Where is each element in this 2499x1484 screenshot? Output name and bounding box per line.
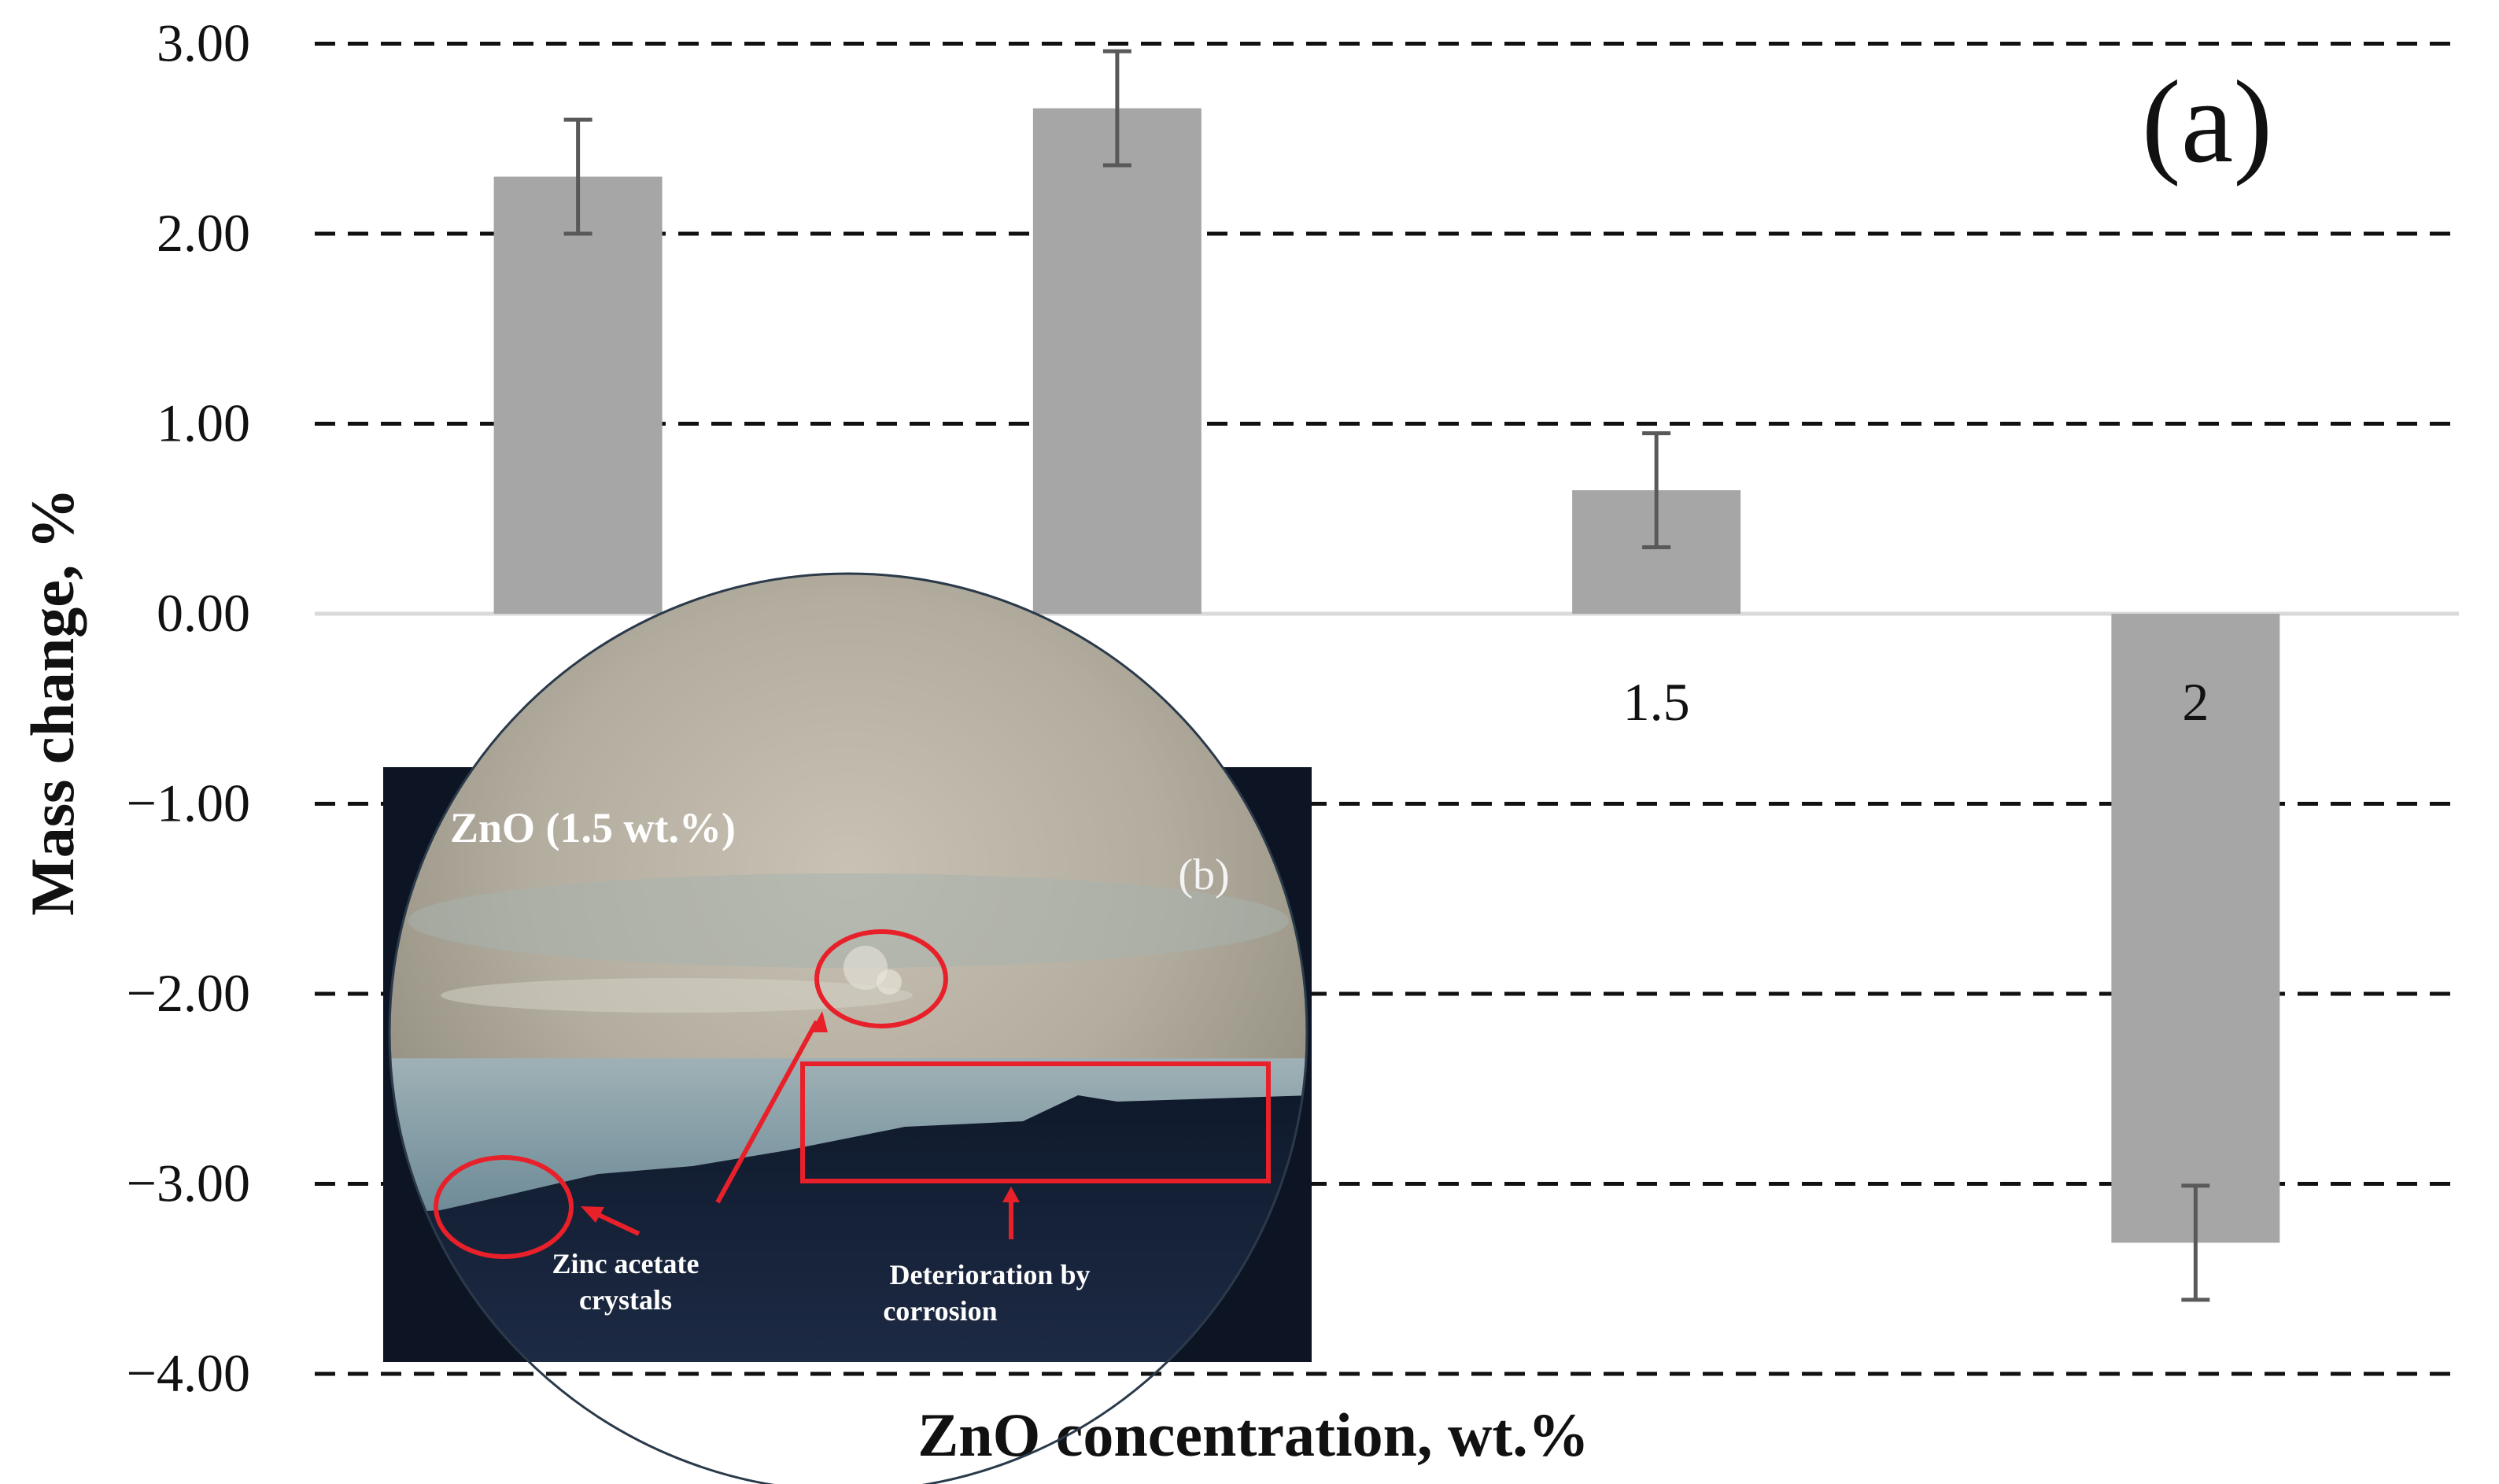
bar-1 (1032, 108, 1202, 615)
arrow-crystals-up (715, 1020, 819, 1204)
bar-series (493, 108, 2280, 1243)
micrograph-image (389, 574, 1307, 1362)
corrosion-note-line2: corrosion (883, 1295, 997, 1327)
arrowhead-crystals-left (581, 1206, 604, 1223)
inset-micrograph: ZnO (1.5 wt.%) (b) Zinc acetate crystals… (383, 572, 1312, 1484)
corrosion-note-line1: Deterioration by (890, 1259, 1091, 1290)
arrowhead-crystals-up (810, 1011, 828, 1032)
crystals-note-line2: crystals (579, 1284, 672, 1316)
bar-0.5 (493, 176, 663, 615)
y-tick-label: 3.00 (157, 13, 250, 73)
crystals-note-line1: Zinc acetate (552, 1248, 699, 1279)
arrowhead-corrosion (1002, 1187, 1020, 1202)
error-bars (563, 49, 2210, 1302)
y-tick-label: −3.00 (127, 1154, 250, 1213)
y-axis-title: Mass change, % (18, 488, 87, 916)
x-tick-label-2: 2 (2182, 672, 2209, 732)
panel-label-a: (a) (2142, 57, 2272, 187)
crystals-highlight-ellipse-2 (814, 929, 948, 1028)
y-tick-label: 1.00 (157, 393, 250, 453)
x-tick-label-1.5: 1.5 (1623, 672, 1690, 732)
bar-2 (2111, 614, 2280, 1243)
inset-title: ZnO (1.5 wt.%) (450, 804, 736, 851)
y-tick-label: −2.00 (127, 963, 250, 1023)
y-tick-labels: 3.00 2.00 1.00 0.00 −1.00 −2.00 −3.00 −4.00 (127, 13, 250, 1404)
y-tick-label: 2.00 (157, 203, 250, 263)
crystals-highlight-ellipse (434, 1155, 574, 1259)
inset-panel-label: (b) (1178, 851, 1229, 899)
y-tick-label: −1.00 (127, 773, 250, 833)
y-tick-label: 0.00 (157, 583, 250, 643)
y-tick-label: −4.00 (127, 1343, 250, 1403)
x-axis-title: ZnO concentration, wt.% (917, 1401, 1589, 1469)
corrosion-highlight-box (800, 1061, 1271, 1183)
